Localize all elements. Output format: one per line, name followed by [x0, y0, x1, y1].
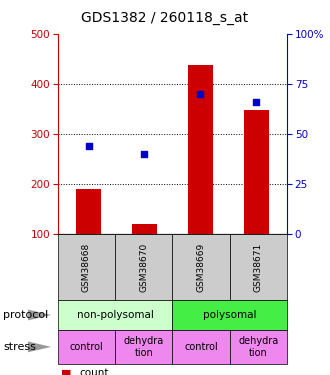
Text: GSM38670: GSM38670: [139, 243, 148, 292]
Bar: [76, 189, 101, 234]
Point: [86, 143, 91, 149]
Text: GDS1382 / 260118_s_at: GDS1382 / 260118_s_at: [82, 11, 248, 25]
Text: count: count: [79, 368, 109, 375]
Point: [254, 99, 259, 105]
Text: ■: ■: [61, 368, 72, 375]
Polygon shape: [28, 310, 51, 320]
Text: GSM38668: GSM38668: [82, 243, 91, 292]
Bar: [244, 111, 269, 234]
Bar: [188, 65, 213, 234]
Text: GSM38671: GSM38671: [254, 243, 263, 292]
Bar: [132, 224, 157, 234]
Point: [142, 151, 147, 157]
Point: [198, 91, 203, 97]
Text: polysomal: polysomal: [203, 310, 256, 320]
Text: stress: stress: [3, 342, 36, 352]
Polygon shape: [28, 342, 51, 352]
Text: dehydra
tion: dehydra tion: [124, 336, 164, 358]
Text: protocol: protocol: [3, 310, 49, 320]
Text: GSM38669: GSM38669: [197, 243, 206, 292]
Text: control: control: [184, 342, 218, 352]
Text: non-polysomal: non-polysomal: [77, 310, 153, 320]
Text: dehydra
tion: dehydra tion: [238, 336, 279, 358]
Text: control: control: [70, 342, 103, 352]
